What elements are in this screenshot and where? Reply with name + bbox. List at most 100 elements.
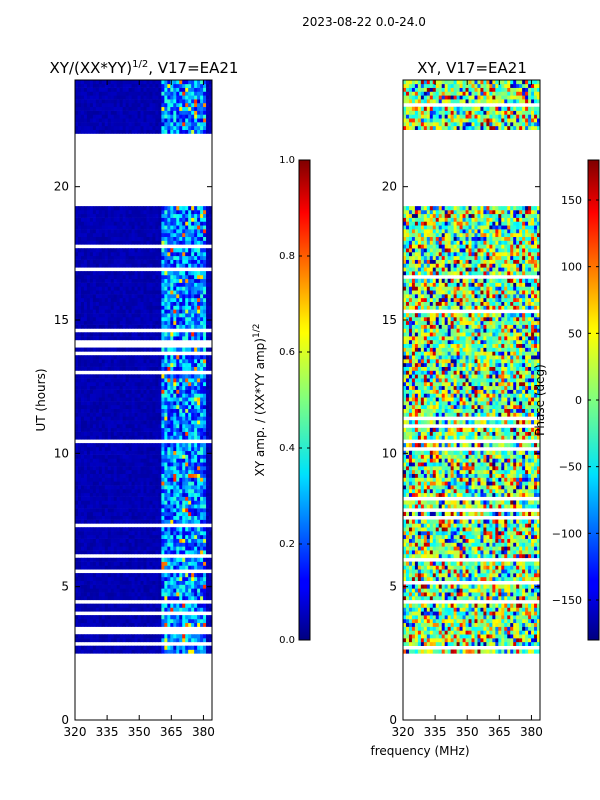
heatmap-cell [119, 282, 124, 287]
heatmap-cell [182, 450, 186, 455]
heatmap-cell [182, 500, 186, 505]
heatmap-cell [194, 381, 198, 387]
heatmap-cell [194, 278, 198, 283]
heatmap-cell [104, 305, 109, 310]
heatmap-cell [122, 645, 127, 650]
heatmap-cell [146, 615, 150, 620]
heatmap-cell [167, 362, 171, 367]
heatmap-cell [77, 122, 82, 127]
heatmap-cell [155, 106, 159, 111]
heatmap-cell [107, 596, 112, 601]
heatmap-cell [194, 477, 198, 482]
heatmap-cell [182, 110, 186, 115]
heatmap-cell [173, 332, 177, 337]
heatmap-cell [188, 603, 192, 608]
heatmap-cell [149, 500, 153, 505]
heatmap-cell [149, 446, 153, 452]
heatmap-cell [128, 397, 132, 402]
heatmap-cell [170, 450, 174, 455]
heatmap-cell [182, 118, 186, 123]
heatmap-cell [77, 576, 82, 582]
heatmap-cell [146, 221, 150, 226]
heatmap-cell [125, 596, 130, 601]
heatmap-cell [185, 366, 189, 371]
heatmap-cell [191, 385, 195, 390]
heatmap-cell [143, 584, 147, 589]
heatmap-cell [92, 129, 97, 134]
heatmap-cell [179, 385, 183, 390]
heatmap-cell [194, 252, 198, 257]
heatmap-cell [143, 622, 147, 627]
heatmap-cell [176, 416, 180, 421]
heatmap-cell [206, 255, 210, 260]
heatmap-cell [179, 118, 183, 123]
heatmap-cell [98, 221, 103, 226]
heatmap-cell [116, 324, 121, 329]
heatmap-cell [86, 381, 91, 387]
heatmap-cell [98, 504, 103, 509]
heatmap-cell [95, 450, 100, 455]
heatmap-cell [191, 534, 195, 539]
heatmap-cell [95, 263, 100, 268]
heatmap-cell [116, 125, 121, 130]
heatmap-cell [209, 427, 212, 432]
heatmap-cell [194, 546, 198, 551]
heatmap-cell [185, 397, 189, 402]
heatmap-cell [206, 515, 210, 520]
heatmap-cell [80, 462, 85, 467]
heatmap-cell [146, 416, 150, 421]
heatmap-cell [197, 206, 201, 211]
heatmap-cell [167, 504, 171, 509]
heatmap-cell [197, 294, 201, 299]
heatmap-cell [110, 645, 115, 650]
heatmap-cell [200, 550, 204, 555]
heatmap-cell [122, 458, 127, 463]
heatmap-cell [152, 313, 156, 318]
heatmap-cell [203, 332, 207, 337]
heatmap-cell [209, 374, 212, 379]
heatmap-cell [125, 488, 130, 494]
heatmap-cell [131, 301, 135, 306]
heatmap-cell [77, 294, 82, 299]
heatmap-cell [89, 385, 94, 390]
heatmap-cell [158, 114, 162, 119]
heatmap-cell [185, 573, 189, 578]
heatmap-cell [182, 401, 186, 406]
heatmap-cell [107, 618, 112, 624]
heatmap-cell [185, 305, 189, 310]
heatmap-cell [149, 118, 153, 123]
heatmap-cell [107, 271, 112, 276]
heatmap-cell [158, 477, 162, 482]
heatmap-cell [170, 404, 174, 410]
heatmap-cell [200, 125, 204, 130]
heatmap-cell [89, 412, 94, 417]
heatmap-cell [128, 290, 132, 295]
heatmap-cell [116, 122, 121, 127]
heatmap-cell [92, 511, 97, 517]
heatmap-cell [101, 401, 106, 406]
heatmap-cell [131, 236, 135, 241]
heatmap-cell [95, 114, 100, 119]
heatmap-cell [116, 473, 121, 478]
heatmap-cell [89, 427, 94, 432]
heatmap-cell [116, 420, 121, 425]
heatmap-cell [95, 477, 100, 482]
heatmap-cell [89, 649, 94, 654]
heatmap-cell [191, 450, 195, 455]
heatmap-cell [155, 431, 159, 436]
heatmap-cell [200, 122, 204, 127]
heatmap-cell [143, 580, 147, 585]
heatmap-cell [104, 385, 109, 390]
heatmap-cell [206, 649, 210, 654]
heatmap-cell [101, 209, 106, 215]
heatmap-cell [167, 278, 171, 283]
heatmap-cell [89, 397, 94, 402]
heatmap-cell [104, 488, 109, 494]
heatmap-cell [134, 305, 138, 310]
heatmap-cell [179, 374, 183, 379]
heatmap-cell [149, 565, 153, 570]
heatmap-cell [110, 206, 115, 211]
heatmap-cell [98, 282, 103, 287]
heatmap-cell [197, 466, 201, 471]
heatmap-cell [86, 416, 91, 421]
